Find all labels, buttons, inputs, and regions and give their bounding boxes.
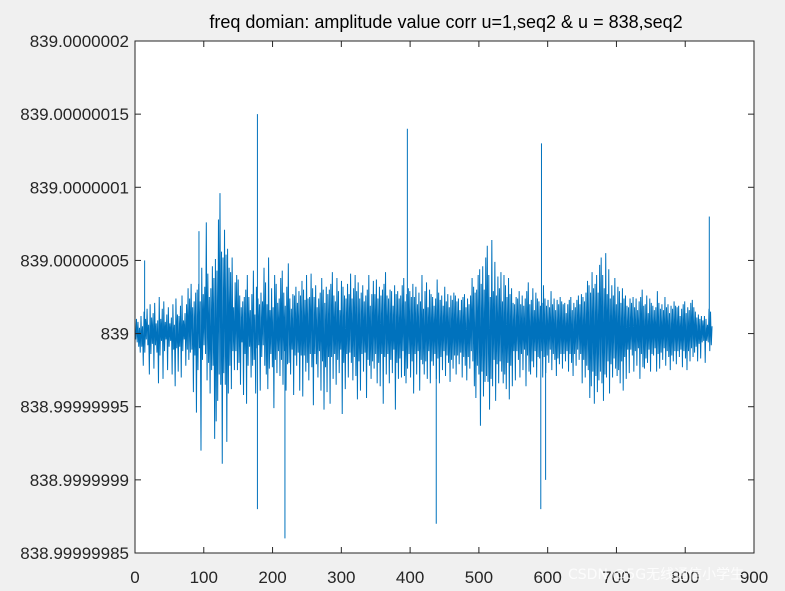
x-tick-label: 700 — [602, 568, 630, 587]
x-axis-ticks: 0 100 200 300 400 500 600 700 800 900 — [130, 41, 768, 587]
y-tick-label: 839.00000005 — [20, 251, 129, 270]
x-tick-label: 0 — [130, 568, 139, 587]
x-tick-label: 900 — [740, 568, 768, 587]
x-tick-label: 800 — [671, 568, 699, 587]
chart-title: freq domian: amplitude value corr u=1,se… — [209, 12, 682, 32]
x-tick-label: 500 — [465, 568, 493, 587]
y-tick-label: 838.99999995 — [20, 398, 129, 417]
y-tick-label: 839.0000002 — [30, 32, 129, 51]
y-tick-label: 838.9999999 — [30, 471, 129, 490]
x-tick-label: 200 — [258, 568, 286, 587]
y-axis-ticks: 838.99999985 838.9999999 838.99999995 839 83… — [20, 32, 754, 563]
x-tick-label: 600 — [533, 568, 561, 587]
axes-box — [134, 40, 755, 554]
watermark: CSDN @5G无线通信小学生 — [568, 567, 745, 583]
x-tick-label: 400 — [396, 568, 424, 587]
x-tick-label: 300 — [327, 568, 355, 587]
series-line-amplitude — [135, 193, 713, 464]
x-tick-label: 100 — [190, 568, 218, 587]
y-tick-label: 839 — [101, 325, 129, 344]
series-layer — [135, 114, 713, 539]
y-tick-label: 839.00000015 — [20, 105, 129, 124]
y-tick-label: 839.0000001 — [30, 178, 129, 197]
y-tick-label: 838.99999985 — [20, 544, 129, 563]
